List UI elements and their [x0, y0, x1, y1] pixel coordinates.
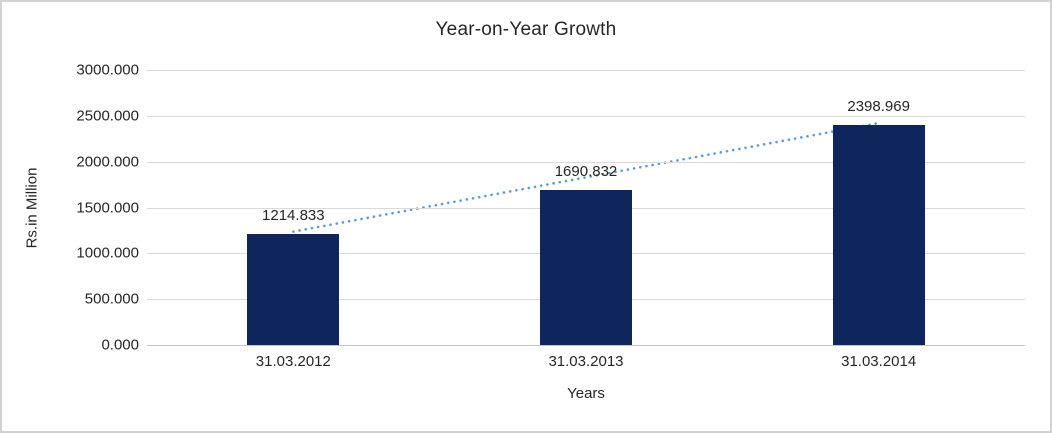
gridline: [147, 161, 1025, 163]
bar: [247, 233, 340, 345]
y-tick-label: 500.000: [84, 290, 139, 308]
x-tick-label: 31.03.2012: [255, 353, 331, 370]
chart-title: Year-on-Year Growth: [435, 19, 617, 40]
y-tick-label: 2500.000: [76, 107, 139, 125]
y-tick-label: 1000.000: [76, 244, 139, 262]
gridline: [147, 70, 1025, 71]
x-tick-label: 31.03.2013: [548, 353, 624, 370]
gridline: [147, 115, 1025, 117]
y-tick-label: 0.000: [101, 336, 139, 354]
x-axis-title: Years: [567, 385, 605, 402]
x-tick-label: 31.03.2014: [841, 353, 917, 370]
bar-value-label: 1214.833: [262, 206, 325, 224]
y-tick-label: 1500.000: [76, 199, 139, 216]
bar-value-label: 2398.969: [847, 98, 910, 116]
y-tick-label: 2000.000: [76, 153, 139, 171]
y-tick-label: 3000.000: [76, 61, 139, 79]
plot-area: 0.000 500.000 1000.000 1500.000 2000.000 2500…: [76, 62, 1025, 370]
bar: [540, 190, 632, 345]
bar: [832, 125, 925, 345]
bar-value-label: 1690.832: [554, 163, 618, 180]
x-axis-line: [147, 345, 1025, 346]
